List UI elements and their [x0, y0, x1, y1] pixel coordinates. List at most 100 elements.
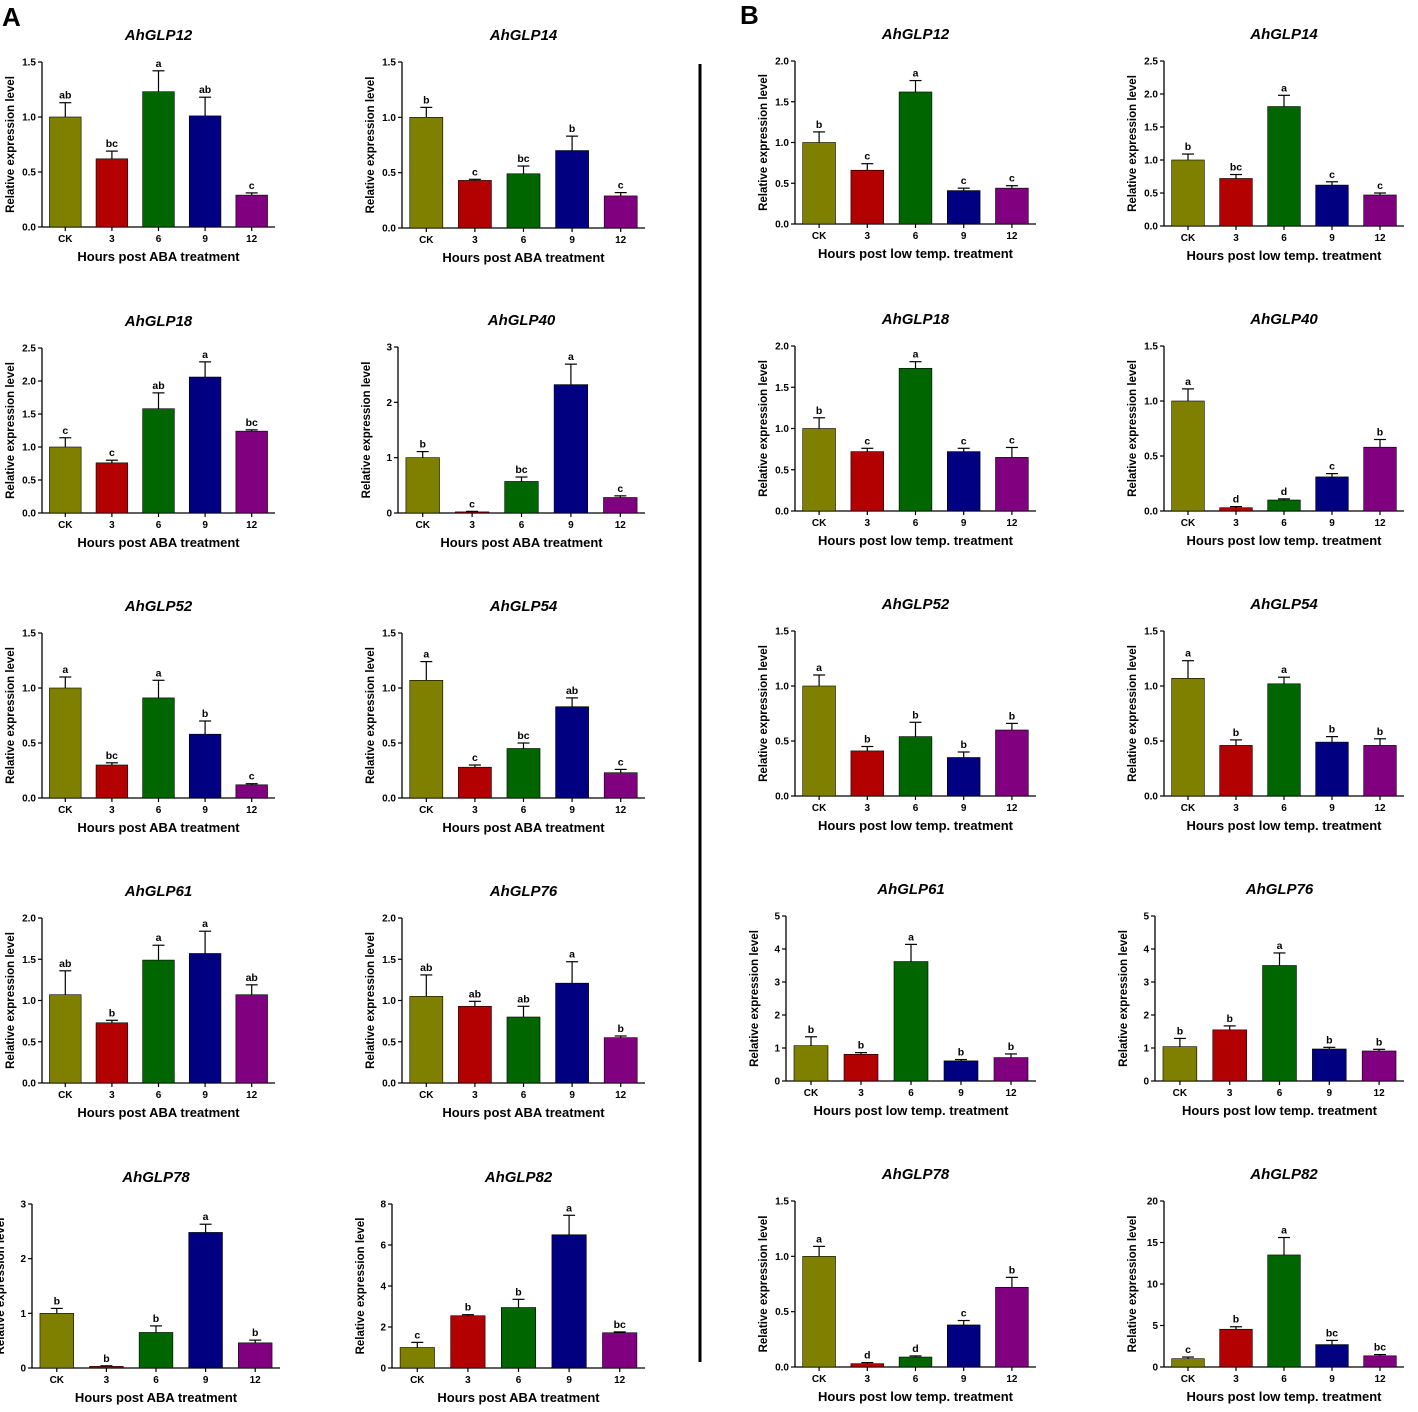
bar: [450, 1315, 486, 1369]
significance-label: b: [103, 1353, 109, 1365]
significance-label: c: [961, 175, 967, 187]
x-tick-label: CK: [419, 235, 434, 246]
y-axis-title: Relative expression level: [365, 647, 377, 784]
x-tick-label: 9: [568, 520, 574, 531]
x-tick-label: 9: [1329, 803, 1335, 814]
bar: [1267, 106, 1301, 227]
significance-label: a: [816, 662, 822, 674]
y-tick-label: 0.5: [1144, 452, 1158, 463]
significance-label: bc: [517, 153, 529, 165]
y-tick-label: 1.5: [22, 955, 36, 966]
x-axis-title: Hours post ABA treatment: [77, 249, 240, 264]
y-tick-label: 0.0: [382, 1079, 396, 1090]
y-tick-label: 1.5: [382, 955, 396, 966]
bar: [1361, 1050, 1397, 1082]
chart-title: AhGLP82: [1249, 1166, 1318, 1183]
chart-b-ahglp12: 0.0 0.5 1.0 1.5 2.0 b CK c 3 a 6 c 9 c 12 AhGLP12 Hours …: [758, 26, 1036, 261]
x-tick-label: 6: [156, 520, 162, 531]
x-tick-label: CK: [419, 1090, 434, 1101]
y-tick-label: 1.5: [22, 58, 36, 69]
x-tick-label: CK: [812, 518, 827, 529]
x-tick-label: 3: [1233, 518, 1239, 529]
bar: [235, 430, 268, 514]
y-tick-label: 0.5: [382, 739, 396, 750]
y-tick-label: 0.5: [1144, 737, 1158, 748]
panel-label-b: B: [740, 0, 759, 30]
chart-b-ahglp78: 0.0 0.5 1.0 1.5 a CK d 3 d 6 c 9 b 12 AhGLP78 Hours pos…: [758, 1166, 1036, 1404]
y-tick-label: 0: [1143, 1077, 1149, 1088]
significance-label: b: [960, 739, 966, 751]
x-axis-title: Hours post ABA treatment: [77, 1105, 240, 1120]
chart-title: AhGLP52: [124, 598, 193, 615]
y-tick-label: 0.5: [22, 739, 36, 750]
bar: [49, 446, 82, 514]
x-tick-label: 12: [250, 1375, 262, 1386]
x-tick-label: 6: [521, 805, 527, 816]
chart-title: AhGLP61: [124, 883, 193, 900]
x-tick-label: 3: [109, 520, 115, 531]
bar: [95, 158, 129, 228]
significance-label: bc: [1374, 1342, 1386, 1354]
y-axis-title: Relative expression level: [1127, 360, 1139, 497]
y-tick-label: 2: [20, 1254, 26, 1265]
bar: [409, 679, 444, 799]
x-tick-label: 3: [865, 518, 871, 529]
x-tick-label: 9: [1329, 518, 1335, 529]
x-tick-label: 12: [246, 520, 258, 531]
x-tick-label: 9: [569, 235, 575, 246]
significance-label: c: [472, 166, 478, 178]
x-tick-label: 3: [1227, 1088, 1233, 1099]
bar: [1267, 499, 1301, 512]
bar: [995, 1287, 1029, 1368]
chart-a-ahglp14: 0.0 0.5 1.0 1.5 b CK c 3 bc 6 b 9 c 12 AhGLP14 Hours po…: [365, 27, 645, 265]
chart-title: AhGLP76: [1245, 881, 1314, 898]
bar: [1315, 476, 1349, 512]
significance-label: d: [1281, 486, 1287, 498]
bar: [1171, 159, 1205, 227]
chart-b-ahglp82: 0 5 10 15 20 c CK b 3 a 6 bc 9 bc 12 AhGLP82 Hours post …: [1127, 1166, 1404, 1404]
bar: [947, 451, 981, 512]
y-tick-label: 2.0: [775, 57, 789, 68]
panel-label-a: A: [2, 2, 21, 32]
x-tick-label: 6: [913, 1374, 919, 1385]
x-tick-label: 6: [908, 1088, 914, 1099]
x-tick-label: 12: [1374, 518, 1386, 529]
significance-label: c: [1185, 1344, 1191, 1356]
x-tick-label: 3: [1233, 1374, 1239, 1385]
x-tick-label: 9: [569, 805, 575, 816]
significance-label: a: [1281, 82, 1287, 94]
bar: [1219, 1328, 1253, 1368]
x-tick-label: 12: [1006, 803, 1018, 814]
x-tick-label: 3: [472, 235, 478, 246]
x-tick-label: 6: [1281, 233, 1287, 244]
bar: [506, 748, 541, 799]
y-tick-label: 0.0: [775, 1363, 789, 1374]
x-tick-label: 6: [156, 1090, 162, 1101]
significance-label: c: [618, 180, 624, 192]
y-axis-title: Relative expression level: [749, 930, 761, 1067]
y-tick-label: 0: [380, 1364, 386, 1375]
y-axis-title: Relative expression level: [758, 360, 770, 497]
significance-label: a: [62, 664, 68, 676]
bar: [555, 706, 589, 799]
bar: [1262, 965, 1297, 1082]
y-tick-label: 1.5: [22, 410, 36, 421]
x-tick-label: CK: [804, 1088, 819, 1099]
bar: [188, 733, 222, 799]
x-tick-label: CK: [1181, 803, 1196, 814]
y-tick-label: 1: [386, 453, 392, 464]
y-tick-label: 1.5: [382, 58, 396, 69]
x-axis-title: Hours post ABA treatment: [75, 1390, 238, 1405]
significance-label: b: [816, 119, 822, 131]
significance-label: b: [1226, 1013, 1232, 1025]
charts-container: 0.00.51.01.5abCKbc3a6ab9c12AhGLP12Hours …: [0, 26, 1404, 1405]
significance-label: c: [961, 435, 967, 447]
x-tick-label: 3: [465, 1375, 471, 1386]
y-tick-label: 1.0: [22, 996, 36, 1007]
y-tick-label: 1.5: [775, 1197, 789, 1208]
significance-label: b: [252, 1327, 258, 1339]
x-tick-label: 12: [246, 1090, 258, 1101]
y-tick-label: 0.0: [775, 220, 789, 231]
bar: [1219, 178, 1253, 227]
x-tick-label: CK: [410, 1375, 425, 1386]
